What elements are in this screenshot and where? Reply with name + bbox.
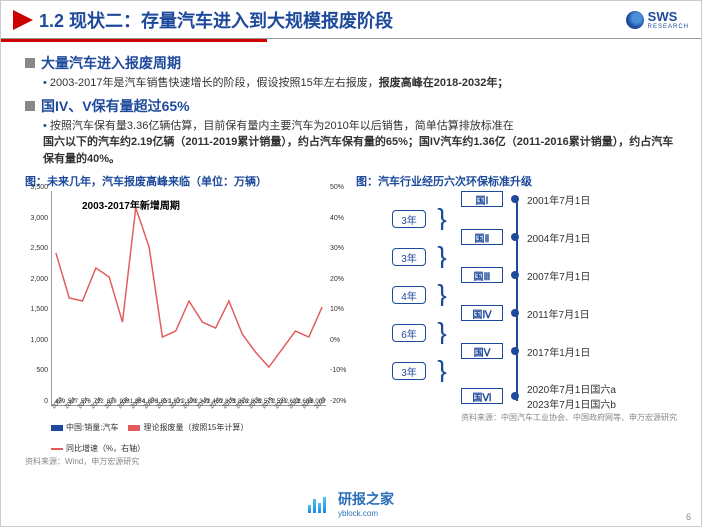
watermark-icon <box>308 495 332 513</box>
content: 大量汽车进入报废周期 2003-2017年是汽车销售快速增长的阶段，假设按照15… <box>1 39 701 467</box>
watermark-sub: yblock.com <box>338 509 394 518</box>
chart1: 图：未来几年，汽车报废高峰来临（单位：万辆） 2003-2017年新增周期 05… <box>25 173 346 467</box>
section2-bullet: 按照汽车保有量3.36亿辆估算，目前保有量内主要汽车为2010年以后销售，简单估… <box>43 118 677 168</box>
chart1-title: 图：未来几年，汽车报废高峰来临（单位：万辆） <box>25 173 346 189</box>
section2-heading: 国IV、V保有量超过65% <box>25 96 677 116</box>
charts-row: 图：未来几年，汽车报废高峰来临（单位：万辆） 2003-2017年新增周期 05… <box>25 173 677 467</box>
header-accent <box>13 10 33 30</box>
section1-heading: 大量汽车进入报废周期 <box>25 53 677 73</box>
chart2-timeline: 国Ⅰ2001年7月1日3年}国Ⅱ2004年7月1日3年}国Ⅲ2007年7月1日4… <box>376 191 677 406</box>
chart1-x-labels: 2003200420052006200720082009201020112012… <box>51 406 326 412</box>
logo-icon <box>626 11 644 29</box>
logo: SWS RESEARCH <box>626 9 689 30</box>
header: 1.2 现状二：存量汽车进入到大规模报废阶段 SWS RESEARCH <box>1 1 701 39</box>
logo-sub: RESEARCH <box>648 24 689 30</box>
logo-text: SWS <box>648 9 689 24</box>
chart1-area: 2003-2017年新增周期 05001,0001,5002,0002,5003… <box>51 191 326 406</box>
section1-bullet: 2003-2017年是汽车销售快速增长的阶段，假设按照15年左右报废，报废高峰在… <box>43 75 677 92</box>
page-number: 6 <box>686 512 691 522</box>
watermark: 研报之家 yblock.com <box>308 489 394 518</box>
chart1-y-axis: 05001,0001,5002,0002,5003,0003,500 <box>26 191 50 405</box>
red-underline <box>1 39 267 42</box>
timeline-line <box>516 196 518 401</box>
watermark-text: 研报之家 <box>338 489 394 509</box>
chart2-source: 资料来源：中国汽车工业协会、中国政府网等、申万宏源研究 <box>356 412 677 423</box>
page-title: 1.2 现状二：存量汽车进入到大规模报废阶段 <box>39 7 393 33</box>
chart1-bars: 4395075767228799381,3641,8061,8511,9312,… <box>52 191 326 405</box>
chart1-legend: 中国:销量:汽车理论报废量（按照15年计算）同比增速（%，右轴） <box>51 422 346 454</box>
chart2: 图：汽车行业经历六次环保标准升级 国Ⅰ2001年7月1日3年}国Ⅱ2004年7月… <box>356 173 677 467</box>
chart1-y2-axis: -20%-10%0%10%20%30%40%50% <box>328 191 346 405</box>
chart1-source: 资料来源：Wind，申万宏源研究 <box>25 456 346 467</box>
chart2-title: 图：汽车行业经历六次环保标准升级 <box>356 173 677 189</box>
